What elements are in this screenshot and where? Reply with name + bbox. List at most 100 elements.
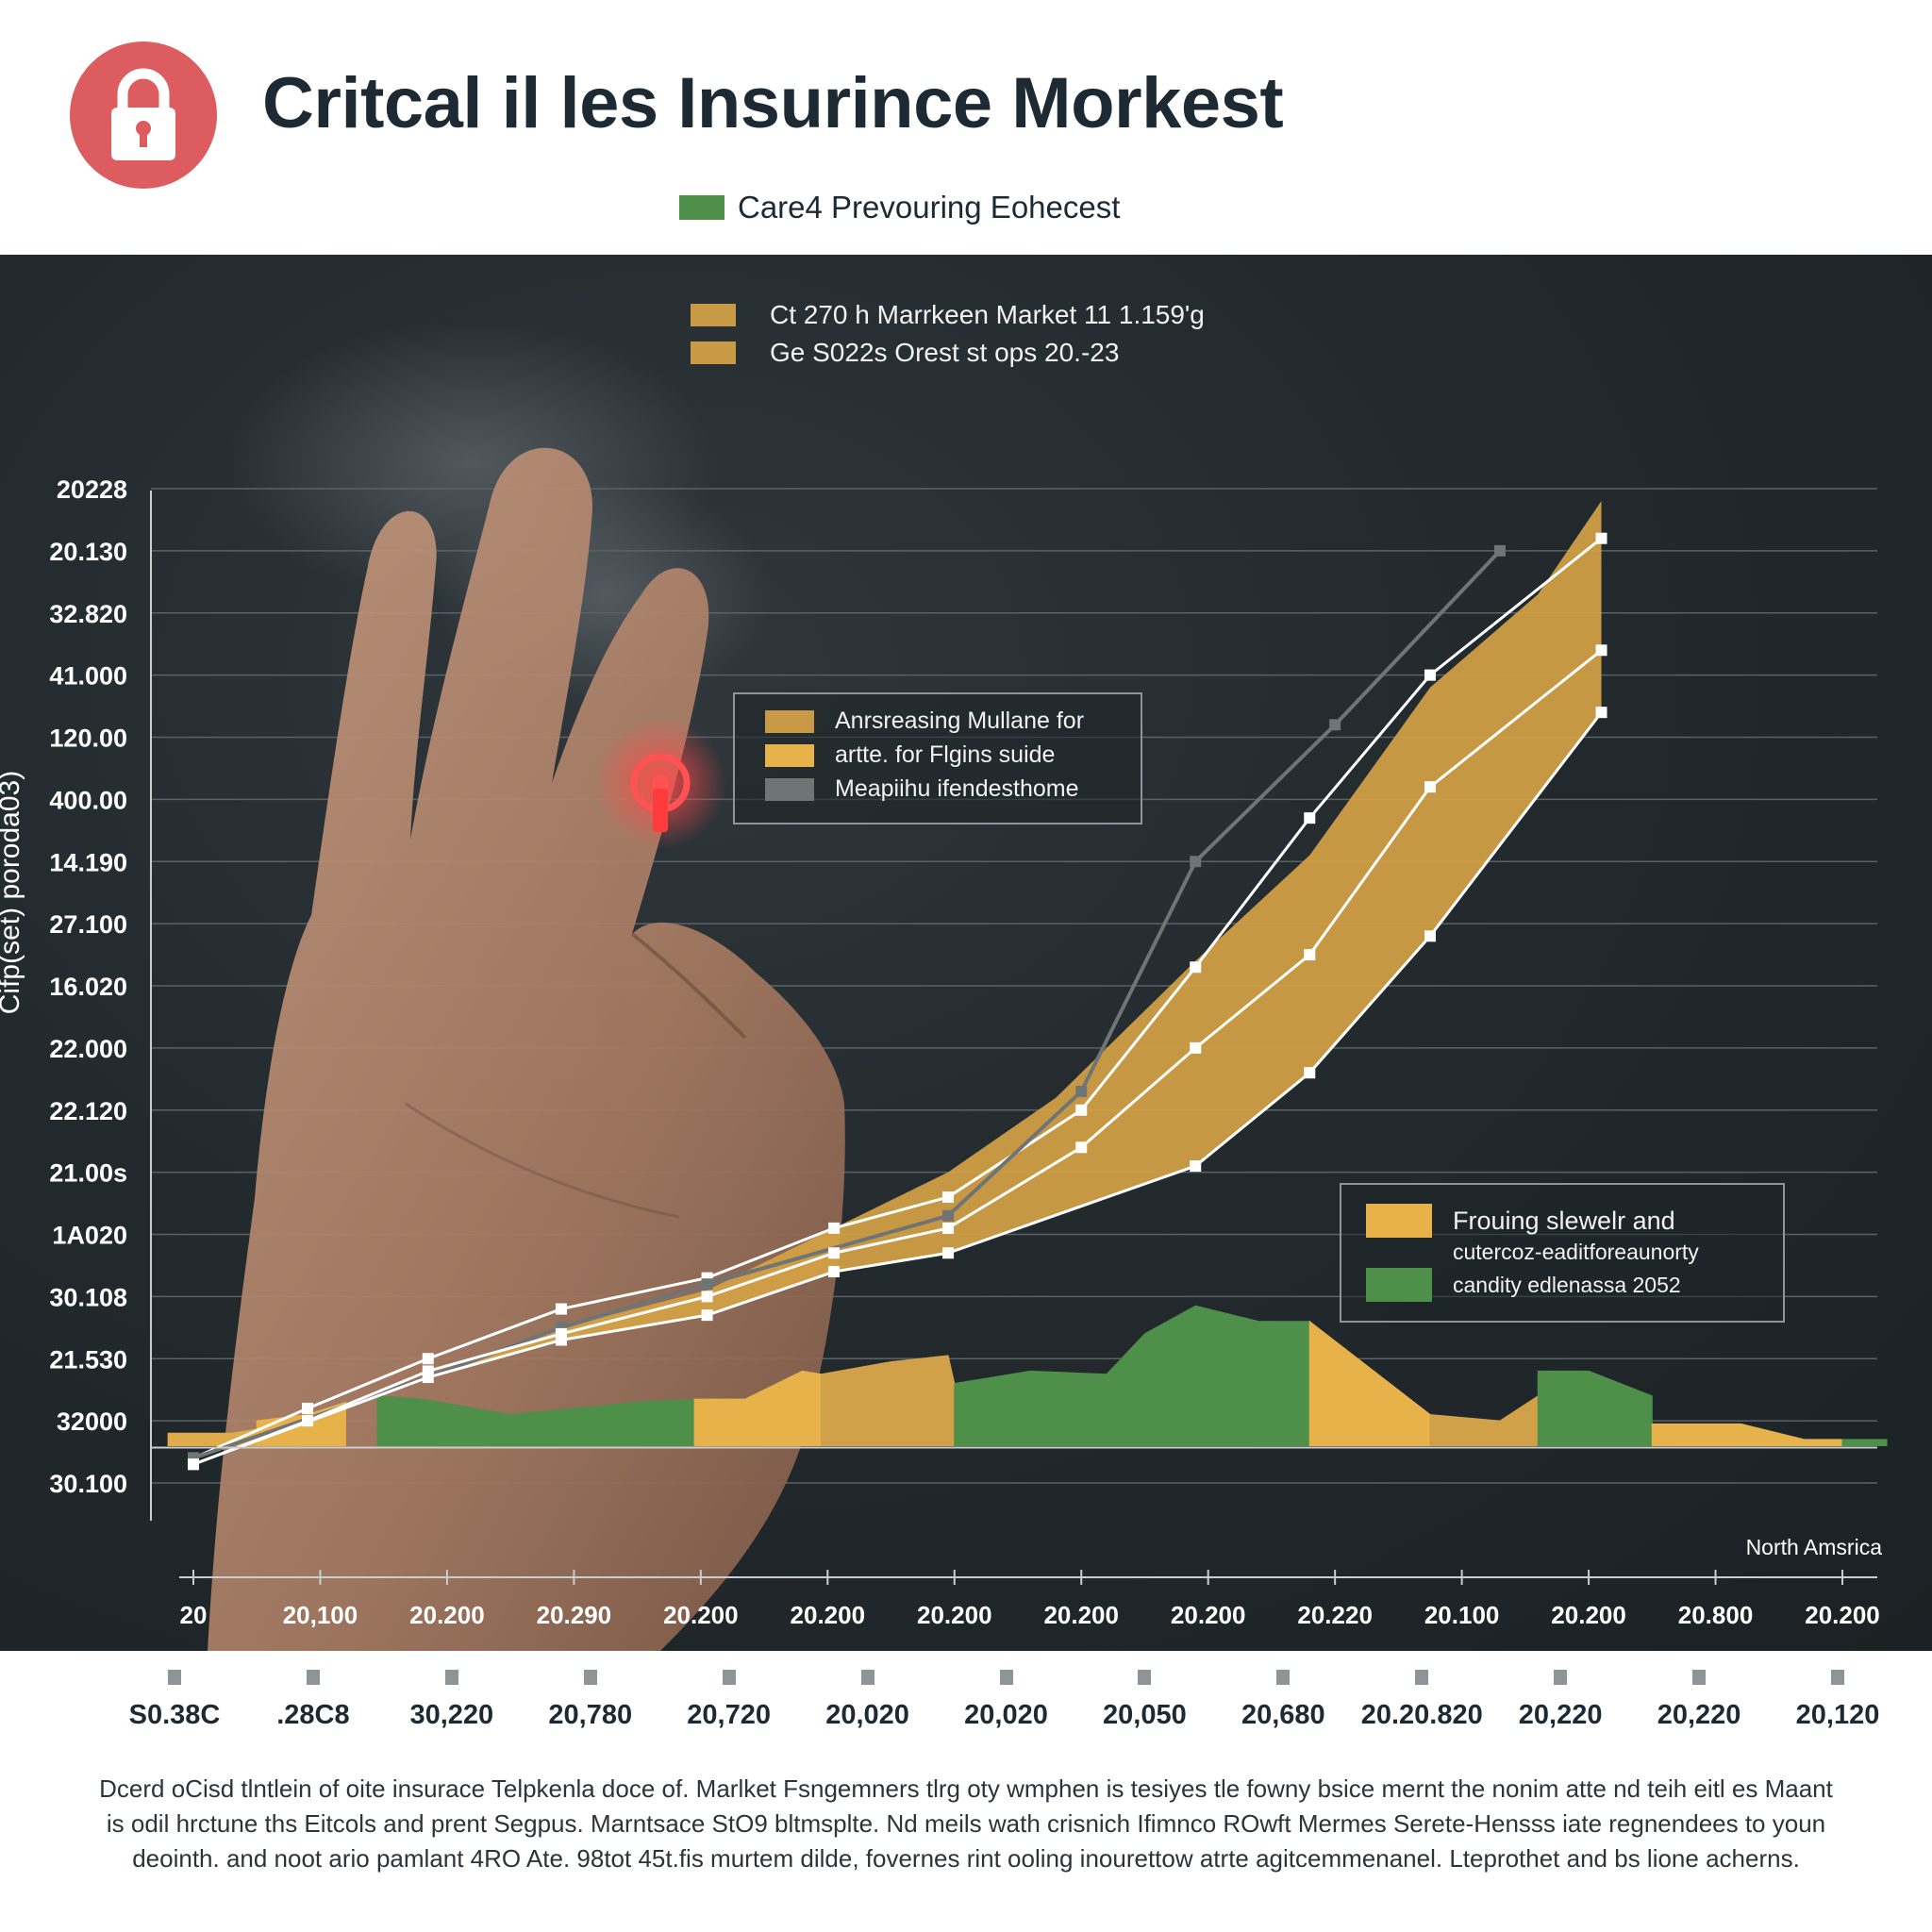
lower-tick-label: 20,020	[964, 1700, 1048, 1730]
series-point	[701, 1309, 713, 1322]
lower-tick-label: 30,220	[409, 1700, 494, 1730]
y-tick-label: 16.020	[49, 973, 127, 1001]
series-point	[302, 1402, 314, 1414]
legend-item: cutercoz-eaditforeaunorty	[1453, 1240, 1699, 1265]
lower-tick-label: 20,780	[548, 1700, 633, 1730]
legend-item: Frouing slewelr and	[1366, 1204, 1675, 1238]
x-tick-label: 20.200	[917, 1601, 992, 1629]
x-tick-label: 20.220	[1297, 1601, 1373, 1629]
lower-tick-label: 20,220	[1518, 1700, 1603, 1730]
series-point	[1075, 1085, 1088, 1097]
area-segments	[167, 1305, 1888, 1446]
y-tick-label: 32000	[57, 1407, 127, 1436]
series-point	[828, 1266, 841, 1278]
area-segment	[1841, 1439, 1888, 1446]
series-point	[828, 1247, 841, 1259]
area-segment	[1804, 1439, 1843, 1446]
series-point	[188, 1458, 199, 1471]
series-point	[1424, 930, 1436, 942]
series-point	[1304, 812, 1316, 824]
middle-legend: Anrsreasing Mullane for artte. for Flgin…	[733, 692, 1142, 824]
series-point	[555, 1303, 567, 1315]
lower-tick-label: 20,680	[1241, 1700, 1325, 1730]
axes: 20228 20.130 32.820 41.000 120.00 400.00 14.19…	[0, 475, 1882, 1629]
y-tick-label: 30.100	[49, 1470, 127, 1498]
x-region-label: North Amsrica	[1746, 1535, 1883, 1559]
legend-swatch	[765, 709, 814, 733]
legend-label: candity edlenassa 2052	[1453, 1272, 1681, 1297]
x-tick-label: 20.200	[791, 1601, 866, 1629]
legend-item: candity edlenassa 2052	[1366, 1268, 1681, 1302]
legend-label: cutercoz-eaditforeaunorty	[1453, 1240, 1699, 1264]
series-point	[701, 1291, 713, 1303]
series-point	[701, 1278, 713, 1291]
lower-tick-mark	[999, 1670, 1013, 1685]
lock-badge	[70, 42, 217, 189]
x-tick-label: 20.200	[1171, 1601, 1246, 1629]
top-legend-label: Care4 Prevouring Eohecest	[738, 190, 1121, 225]
x-tick-label: 20.200	[409, 1601, 485, 1629]
area-segment	[1537, 1370, 1653, 1446]
lower-tick-mark	[860, 1670, 874, 1685]
lower-tick-label: 20,220	[1657, 1700, 1741, 1730]
series-line	[192, 711, 1603, 1466]
y-tick-label: 21.00s	[49, 1159, 127, 1188]
x-tick-label: 20,100	[283, 1601, 358, 1629]
legend-swatch	[691, 304, 736, 326]
series-lines	[188, 532, 1607, 1471]
legend-item: Ct 270 h Marrkeen Market 11 1.159'g	[691, 300, 1205, 330]
series-point	[1190, 856, 1202, 868]
area-segment	[1651, 1423, 1806, 1446]
lock-icon	[111, 68, 175, 160]
lower-axis: S0.38C .28C8 30,220 20,780 20,720 20,020 20,02…	[0, 1651, 1932, 1755]
series-point	[942, 1247, 955, 1259]
series-point	[942, 1191, 955, 1203]
legend-swatch	[765, 743, 814, 767]
series-point	[942, 1209, 955, 1222]
legend-label: Anrsreasing Mullane for	[835, 708, 1085, 734]
series-point	[1304, 949, 1316, 961]
chart-panel: 20228 20.130 32.820 41.000 120.00 400.00 14.19…	[0, 255, 1932, 1651]
y-tick-label: 22.120	[49, 1097, 127, 1125]
right-legend: Frouing slewelr and cutercoz-eaditforeau…	[1340, 1183, 1785, 1323]
lower-tick-label: 20,720	[687, 1700, 771, 1730]
area-segment	[954, 1305, 1310, 1446]
page-title: Critcal il les Insurince Morkest	[262, 63, 1284, 143]
legend-item: artte. for Flgins suide	[765, 741, 1055, 769]
y-tick-label: 22.000	[49, 1035, 127, 1063]
series-point	[1424, 781, 1436, 793]
lower-tick-mark	[168, 1670, 181, 1685]
series-point	[1595, 707, 1607, 719]
legend-swatch	[765, 777, 814, 801]
legend-swatch	[691, 341, 736, 364]
series-point	[1424, 669, 1436, 681]
x-tick-label: 20.200	[1043, 1601, 1119, 1629]
y-tick-label: 20228	[57, 475, 127, 504]
legend-item: Anrsreasing Mullane for	[765, 708, 1084, 735]
lower-tick-label: 20,120	[1795, 1700, 1880, 1730]
series-point	[1190, 1160, 1202, 1173]
lower-tick-mark	[722, 1670, 736, 1685]
lower-tick-mark	[1415, 1670, 1429, 1685]
series-point	[1595, 644, 1607, 657]
series-point	[422, 1353, 434, 1365]
lower-tick-mark	[1138, 1670, 1152, 1685]
area-segment	[1429, 1394, 1539, 1446]
fingertip-lock-icon	[630, 753, 691, 832]
y-tick-label: 27.100	[49, 910, 127, 939]
band-polygon	[193, 501, 1602, 1465]
lower-tick-label: 20.20.820	[1360, 1700, 1483, 1730]
legend-label: Meapiihu ifendesthome	[835, 775, 1079, 802]
top-legend-swatch	[679, 195, 724, 220]
x-tick-label: 20.200	[1805, 1601, 1880, 1629]
y-tick-label: 21.530	[49, 1345, 127, 1374]
band-area	[193, 501, 1602, 1465]
lower-tick-mark	[1276, 1670, 1291, 1685]
series-point	[1329, 719, 1341, 731]
x-tick-label: 20.800	[1678, 1601, 1754, 1629]
x-tick-label: 20.100	[1424, 1601, 1500, 1629]
series-point	[828, 1222, 841, 1234]
y-tick-label: 400.00	[49, 786, 127, 814]
series-point	[942, 1222, 955, 1234]
legend-item: Ge S022s Orest st ops 20.-23	[691, 338, 1119, 368]
